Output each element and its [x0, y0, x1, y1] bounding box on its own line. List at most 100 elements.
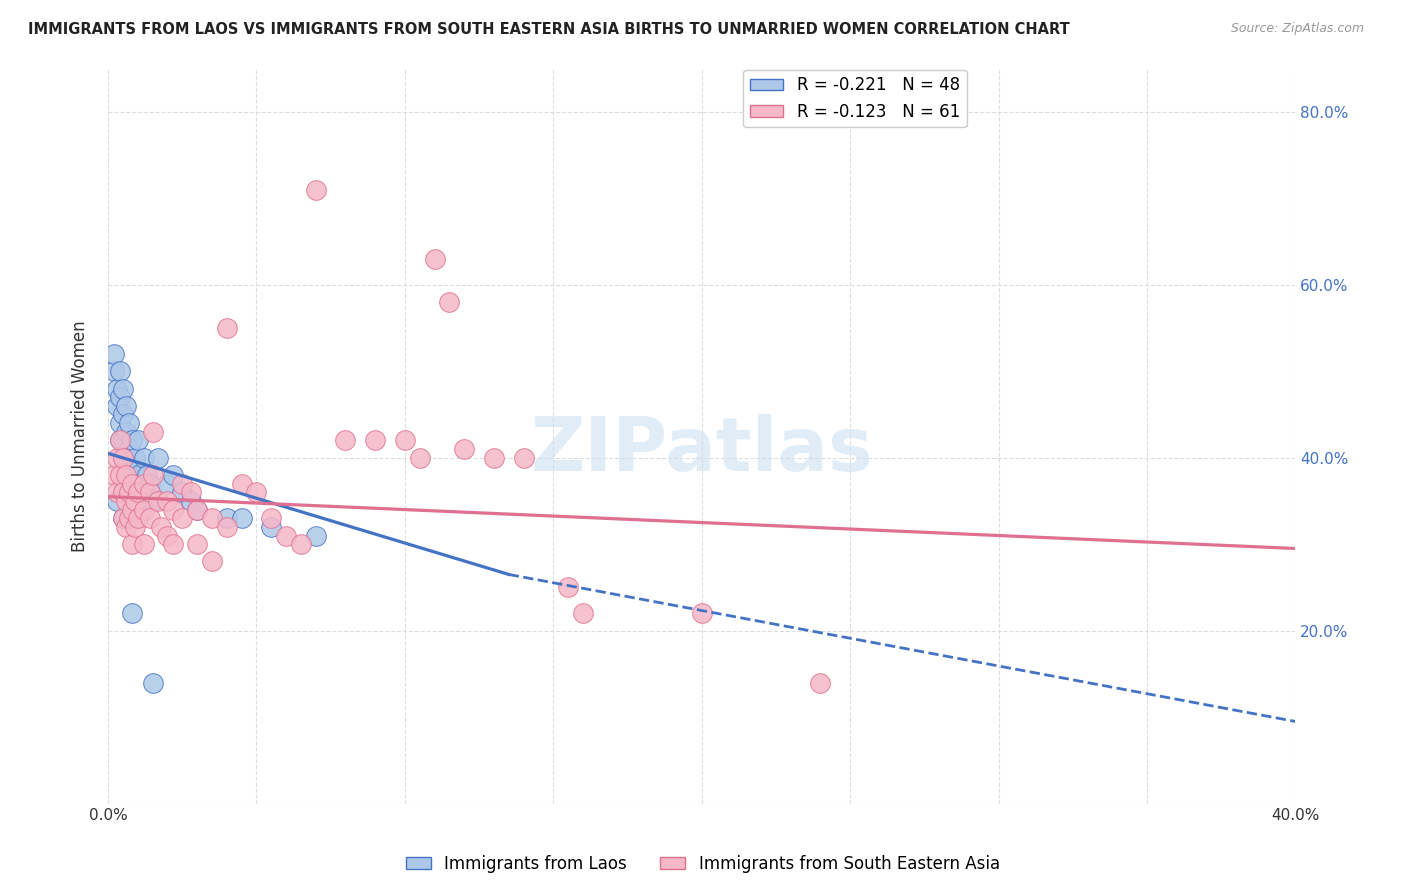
Point — [124, 494, 146, 508]
Point — [111, 485, 134, 500]
Point — [394, 434, 416, 448]
Point — [105, 494, 128, 508]
Point — [150, 520, 173, 534]
Point — [118, 511, 141, 525]
Point — [105, 399, 128, 413]
Point — [423, 252, 446, 266]
Point — [201, 511, 224, 525]
Point — [118, 467, 141, 482]
Point — [105, 450, 128, 465]
Point — [124, 476, 146, 491]
Point — [121, 537, 143, 551]
Point — [127, 485, 149, 500]
Point — [156, 528, 179, 542]
Point — [215, 511, 238, 525]
Point — [105, 382, 128, 396]
Point — [121, 485, 143, 500]
Point — [103, 364, 125, 378]
Point — [132, 450, 155, 465]
Point — [231, 476, 253, 491]
Point — [335, 434, 357, 448]
Point — [121, 476, 143, 491]
Text: ZIPatlas: ZIPatlas — [530, 414, 873, 487]
Point — [810, 675, 832, 690]
Point — [111, 382, 134, 396]
Point — [111, 450, 134, 465]
Point — [512, 450, 534, 465]
Point — [124, 450, 146, 465]
Point — [172, 511, 194, 525]
Point — [156, 476, 179, 491]
Point — [132, 537, 155, 551]
Point — [118, 416, 141, 430]
Point — [121, 434, 143, 448]
Point — [121, 459, 143, 474]
Point — [111, 450, 134, 465]
Point — [105, 485, 128, 500]
Point — [114, 520, 136, 534]
Point — [162, 467, 184, 482]
Point — [118, 485, 141, 500]
Point — [118, 485, 141, 500]
Point — [114, 399, 136, 413]
Point — [111, 434, 134, 448]
Point — [132, 485, 155, 500]
Point — [156, 494, 179, 508]
Point — [138, 485, 160, 500]
Y-axis label: Births to Unmarried Women: Births to Unmarried Women — [72, 320, 89, 552]
Point — [118, 442, 141, 456]
Point — [180, 494, 202, 508]
Point — [132, 502, 155, 516]
Point — [215, 520, 238, 534]
Point — [215, 321, 238, 335]
Point — [557, 581, 579, 595]
Point — [135, 467, 157, 482]
Point — [111, 511, 134, 525]
Point — [690, 607, 713, 621]
Point — [439, 295, 461, 310]
Point — [305, 528, 328, 542]
Point — [482, 450, 505, 465]
Point — [108, 434, 131, 448]
Point — [186, 502, 208, 516]
Point — [114, 494, 136, 508]
Point — [127, 434, 149, 448]
Point — [108, 434, 131, 448]
Point — [260, 520, 283, 534]
Point — [231, 511, 253, 525]
Point — [132, 476, 155, 491]
Point — [124, 520, 146, 534]
Point — [127, 467, 149, 482]
Point — [103, 347, 125, 361]
Point — [572, 607, 595, 621]
Legend: Immigrants from Laos, Immigrants from South Eastern Asia: Immigrants from Laos, Immigrants from So… — [399, 848, 1007, 880]
Point — [114, 476, 136, 491]
Point — [114, 425, 136, 439]
Point — [121, 607, 143, 621]
Point — [141, 467, 163, 482]
Legend: R = -0.221   N = 48, R = -0.123   N = 61: R = -0.221 N = 48, R = -0.123 N = 61 — [744, 70, 966, 128]
Point — [172, 485, 194, 500]
Point — [245, 485, 267, 500]
Point — [108, 416, 131, 430]
Point — [162, 502, 184, 516]
Point — [172, 476, 194, 491]
Point — [201, 554, 224, 568]
Point — [141, 425, 163, 439]
Point — [260, 511, 283, 525]
Point — [453, 442, 475, 456]
Point — [111, 408, 134, 422]
Text: IMMIGRANTS FROM LAOS VS IMMIGRANTS FROM SOUTH EASTERN ASIA BIRTHS TO UNMARRIED W: IMMIGRANTS FROM LAOS VS IMMIGRANTS FROM … — [28, 22, 1070, 37]
Point — [138, 476, 160, 491]
Point — [111, 511, 134, 525]
Point — [364, 434, 387, 448]
Point — [305, 183, 328, 197]
Point — [141, 675, 163, 690]
Point — [121, 502, 143, 516]
Point — [148, 450, 170, 465]
Text: Source: ZipAtlas.com: Source: ZipAtlas.com — [1230, 22, 1364, 36]
Point — [111, 476, 134, 491]
Point — [127, 494, 149, 508]
Point — [186, 537, 208, 551]
Point — [114, 467, 136, 482]
